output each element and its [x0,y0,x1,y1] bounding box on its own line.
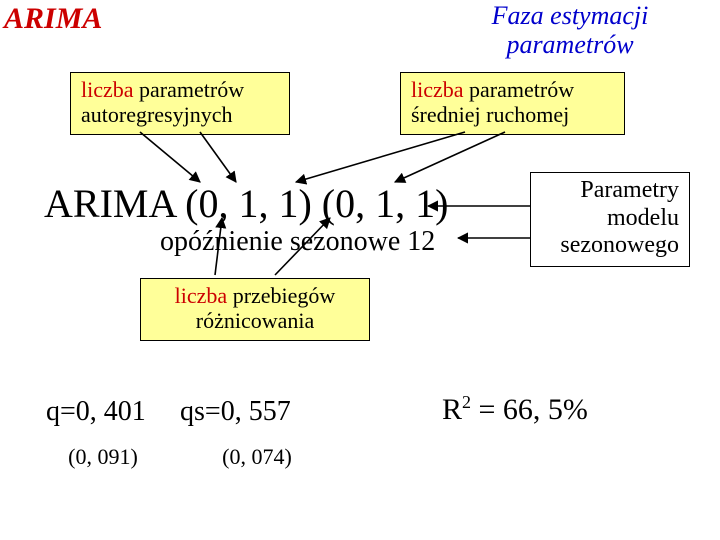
box-seasonal-params: Parametry modelu sezonowego [530,172,690,267]
box-seasonal-line3: sezonowego [541,232,679,260]
box-autoregressive-line2: autoregresyjnych [81,102,279,127]
qs-se: (0, 074) [212,444,302,470]
title-phase: Faza estymacji parametrów [440,2,700,59]
box-ma-line2: średniej ruchomej [411,102,614,127]
title-phase-line1: Faza estymacji [440,2,700,31]
title-phase-line2: parametrów [440,31,700,60]
r-squared: R2 = 66, 5% [442,392,588,427]
r2-exponent: 2 [462,392,471,412]
arima-formula: ARIMA (0, 1, 1) (0, 1, 1) [44,180,448,227]
box-seasonal-line1: Parametry [541,177,679,205]
box-moving-average: liczba parametrów średniej ruchomej [400,72,625,135]
qs-value: qs=0, 557 [180,396,291,428]
r2-label: R [442,393,462,426]
box-autoregressive-line1: liczba parametrów [81,77,279,102]
box-ma-line1: liczba parametrów [411,77,614,102]
seasonal-delay-text: opóźnienie sezonowe 12 [160,226,435,258]
box-autoregressive: liczba parametrów autoregresyjnych [70,72,290,135]
box-diff-line2: różnicowania [151,308,359,333]
r2-rest: = 66, 5% [471,393,588,426]
slide-root: ARIMA Faza estymacji parametrów liczba p… [0,0,720,540]
q-value: q=0, 401 [46,396,146,428]
box-differencing: liczba przebiegów różnicowania [140,278,370,341]
title-arima: ARIMA [4,2,102,36]
box-seasonal-line2: modelu [541,205,679,233]
box-diff-line1: liczba przebiegów [151,283,359,308]
q-se: (0, 091) [58,444,148,470]
